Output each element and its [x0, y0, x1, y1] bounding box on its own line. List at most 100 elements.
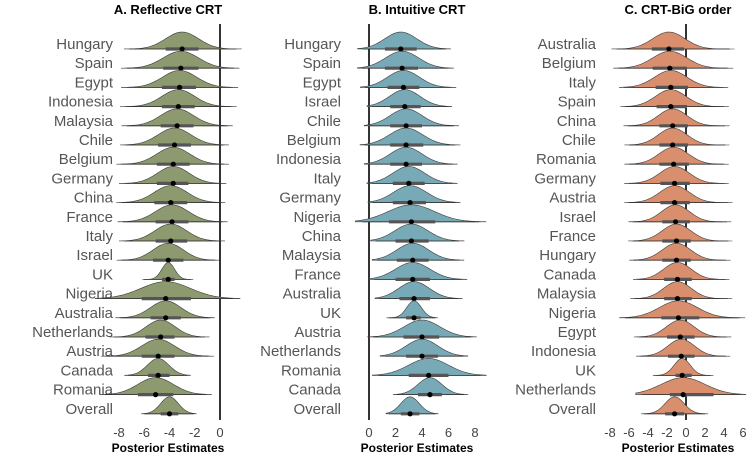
density-ridge — [124, 358, 191, 376]
country-label: Malaysia — [537, 286, 597, 303]
ridge-row: Australia — [55, 300, 215, 322]
median-point — [407, 411, 413, 417]
ridge-row: Hungary — [284, 31, 451, 53]
median-point — [155, 353, 161, 359]
country-label: Israel — [76, 247, 113, 264]
median-point — [168, 200, 174, 206]
x-tick-label: -8 — [604, 425, 616, 440]
density-ridge — [118, 166, 227, 184]
country-label: China — [302, 228, 342, 245]
density-ridge — [363, 146, 458, 165]
density-ridge — [123, 31, 242, 50]
country-label: Belgium — [542, 55, 596, 72]
density-ridge — [630, 281, 733, 299]
median-point — [410, 257, 416, 263]
median-point — [400, 84, 407, 90]
country-label: Spain — [558, 94, 596, 111]
country-label: Italy — [313, 170, 341, 187]
ridge-row: Germany — [534, 166, 729, 187]
median-point — [427, 392, 433, 398]
median-point — [671, 161, 677, 167]
density-ridge — [101, 338, 214, 357]
ridge-row: Italy — [313, 166, 458, 187]
ridge-row: Egypt — [75, 70, 239, 91]
x-tick-label: 0 — [216, 425, 223, 440]
ridge-row: UK — [92, 262, 194, 283]
country-label: Italy — [568, 74, 596, 91]
country-label: Hungary — [284, 36, 341, 53]
country-label: UK — [320, 305, 341, 322]
x-tick-label: -4 — [642, 425, 654, 440]
density-ridge — [371, 242, 465, 261]
ridge-row: Chile — [562, 127, 730, 149]
ridge-row: Italy — [85, 223, 226, 245]
ridge-row: Canada — [60, 358, 191, 379]
density-ridge — [385, 396, 439, 415]
country-label: China — [557, 113, 597, 130]
density-ridge — [620, 89, 729, 107]
density-ridge — [119, 223, 226, 242]
x-tick-label: 0 — [365, 425, 372, 440]
median-point — [667, 65, 673, 71]
density-ridge — [624, 146, 729, 165]
x-tick-label: 2 — [701, 425, 708, 440]
density-ridge — [613, 50, 734, 69]
median-point — [166, 411, 173, 417]
panel-1: A. Reflective CRT Hungary Spain Egypt Indone… — [32, 2, 242, 455]
median-point — [411, 315, 417, 321]
country-label: UK — [575, 362, 596, 379]
country-label: Israel — [304, 94, 341, 111]
country-label: Spain — [303, 55, 341, 72]
median-point — [408, 219, 414, 225]
median-point — [673, 238, 680, 244]
x-tick-label: 2 — [392, 425, 399, 440]
density-ridge — [116, 242, 220, 261]
median-point — [153, 392, 159, 398]
density-ridge — [619, 70, 729, 88]
median-point — [402, 104, 408, 110]
country-label: France — [66, 209, 113, 226]
density-ridge — [94, 281, 241, 299]
ridge-row: Indonesia — [276, 146, 458, 168]
median-point — [670, 123, 676, 129]
country-label: China — [74, 190, 114, 207]
density-ridge — [120, 50, 240, 69]
density-ridge — [116, 146, 230, 165]
ridge-row: Nigeria — [548, 300, 746, 322]
country-label: Nigeria — [293, 209, 341, 226]
density-ridge — [117, 204, 228, 223]
country-label: Australia — [55, 305, 114, 322]
density-ridge — [652, 358, 714, 376]
ridge-row: Australia — [283, 281, 463, 303]
ridge-row: Nigeria — [293, 204, 487, 226]
median-point — [175, 104, 181, 110]
ridge-row: China — [74, 185, 226, 207]
median-point — [170, 161, 176, 167]
median-point — [158, 334, 164, 340]
density-ridge — [359, 127, 461, 146]
panel-title: B. Intuitive CRT — [369, 2, 466, 17]
ridge-row: China — [557, 108, 730, 130]
median-point — [673, 257, 680, 263]
density-ridge — [634, 319, 732, 338]
ridge-row: Canada — [543, 262, 730, 283]
country-label: Germany — [51, 170, 113, 187]
country-label: Netherlands — [32, 324, 113, 341]
country-label: Malaysia — [282, 247, 342, 264]
median-point — [672, 180, 678, 186]
country-label: Overall — [293, 401, 341, 418]
density-ridge — [355, 204, 487, 223]
density-ridge — [121, 70, 239, 88]
ridge-row: Austria — [66, 338, 214, 360]
ridge-row: Chile — [307, 108, 459, 130]
median-point — [408, 238, 414, 244]
median-point — [674, 296, 681, 302]
median-point — [179, 46, 185, 52]
country-label: Hungary — [56, 36, 113, 53]
density-ridge — [633, 262, 730, 280]
density-ridge — [121, 108, 233, 127]
ridge-row: Belgium — [287, 127, 461, 149]
country-label: Israel — [559, 209, 596, 226]
density-ridge — [366, 166, 458, 184]
